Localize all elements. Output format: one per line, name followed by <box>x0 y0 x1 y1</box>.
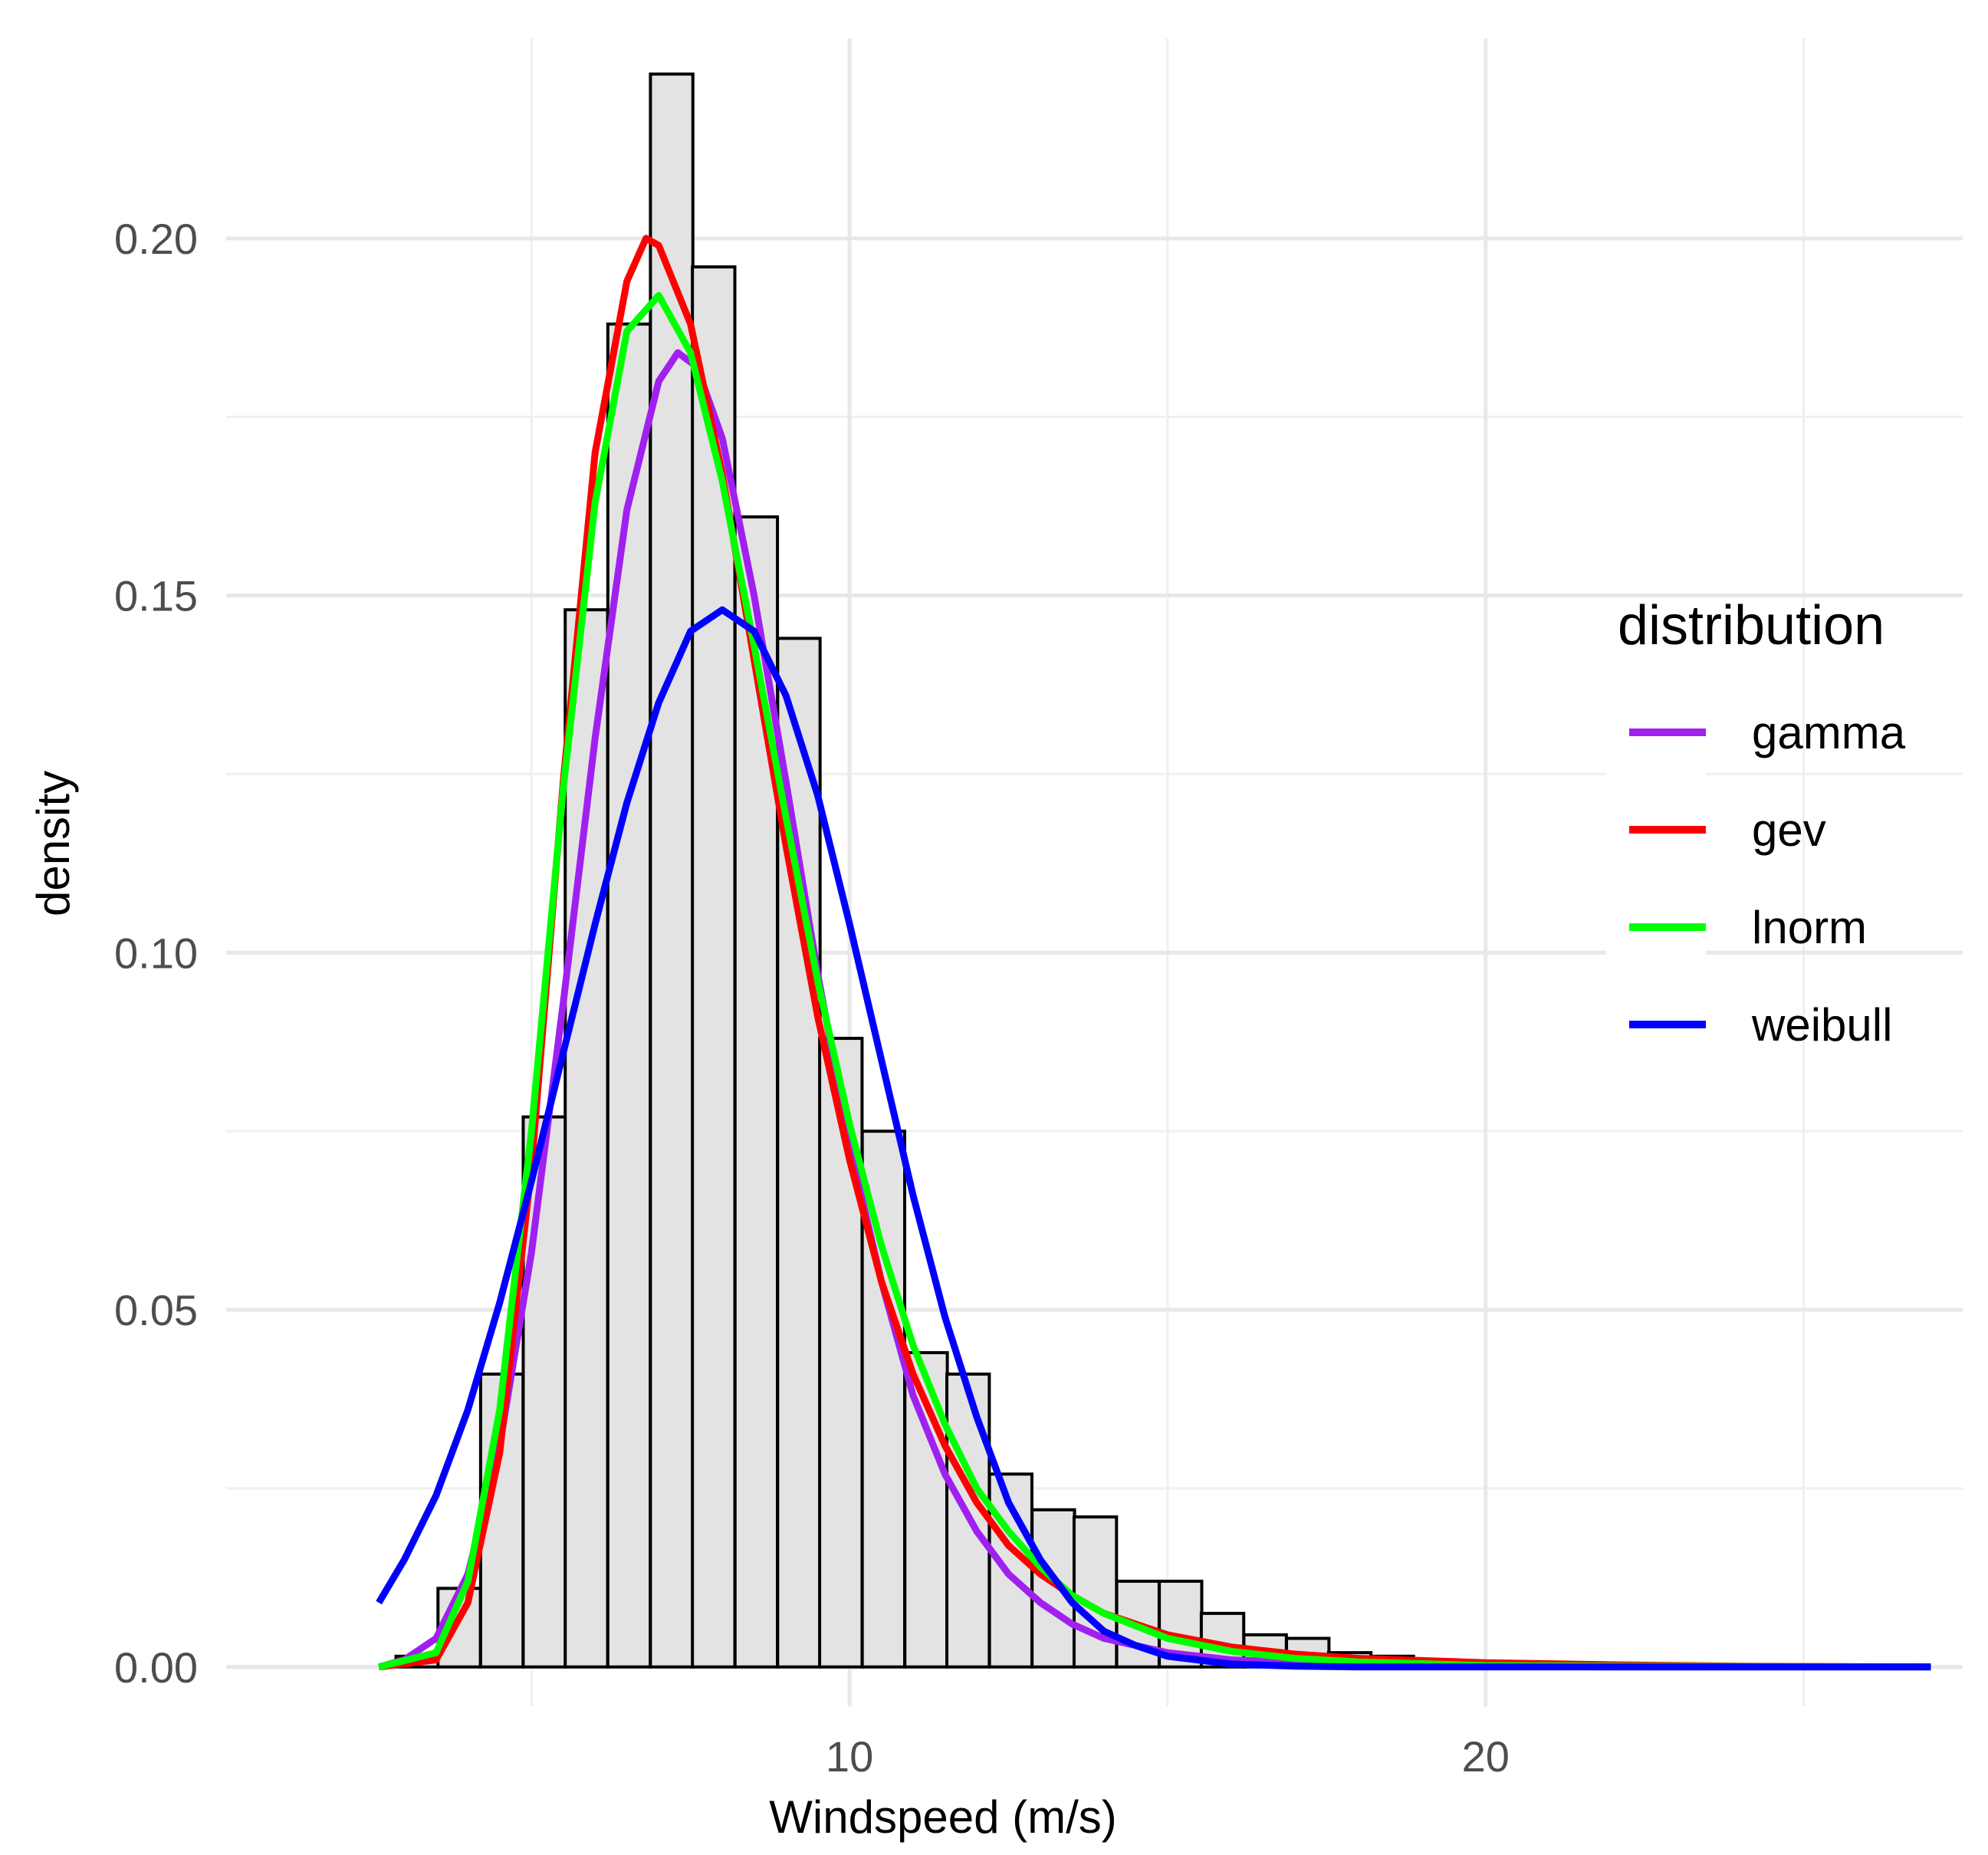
density-curves <box>376 235 1931 1671</box>
y-tick-label: 0.10 <box>114 929 198 977</box>
legend-label: lnorm <box>1752 902 1867 953</box>
y-axis-title: density <box>28 771 79 916</box>
legend-label: weibull <box>1751 999 1892 1051</box>
histogram-bar <box>860 1130 907 1669</box>
y-tick-label: 0.05 <box>114 1286 198 1334</box>
series-line-lnorm <box>378 291 1931 1671</box>
y-tick-label: 0.00 <box>114 1643 198 1692</box>
series-line-weibull <box>376 606 1931 1671</box>
legend-title: distribution <box>1618 595 1884 656</box>
legend-label: gev <box>1752 804 1826 856</box>
legend: distribution gamma gev lnorm weibull <box>1606 595 1906 1072</box>
legend-items: gamma gev lnorm weibull <box>1606 685 1906 1072</box>
histogram-bar <box>1072 1515 1119 1669</box>
x-axis-title: Windspeed (m/s) <box>769 1791 1116 1843</box>
legend-item-gev: gev <box>1606 782 1826 877</box>
x-tick-label: 10 <box>826 1732 873 1781</box>
legend-label: gamma <box>1752 707 1906 758</box>
y-tick-label: 0.20 <box>114 215 198 263</box>
x-tick-label: 20 <box>1462 1732 1510 1781</box>
legend-item-lnorm: lnorm <box>1606 880 1867 975</box>
histogram-bars <box>394 72 1713 1669</box>
legend-item-weibull: weibull <box>1606 977 1892 1072</box>
x-tick-labels: 10 20 <box>826 1732 1510 1781</box>
y-tick-labels: 0.00 0.05 0.10 0.15 0.20 <box>114 215 198 1692</box>
y-tick-label: 0.15 <box>114 572 198 620</box>
histogram-bar <box>564 608 610 1669</box>
histogram-bar <box>606 322 652 1669</box>
legend-item-gamma: gamma <box>1606 685 1906 780</box>
